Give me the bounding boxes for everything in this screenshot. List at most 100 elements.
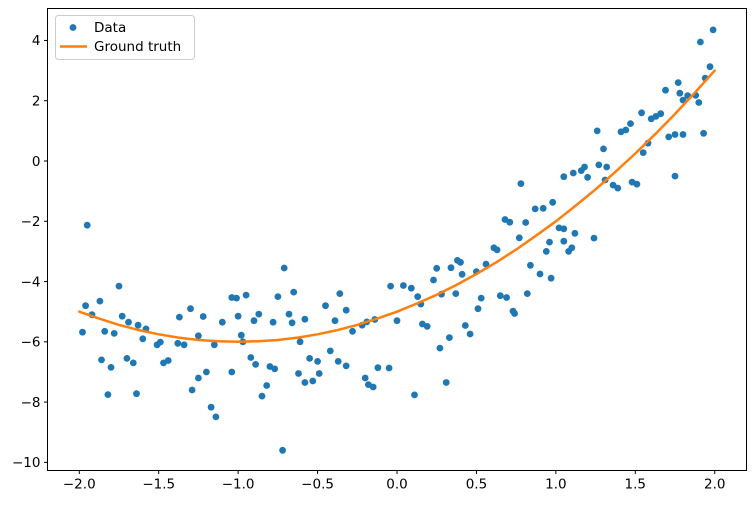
scatter-point (466, 330, 474, 338)
scatter-point (515, 234, 523, 242)
scatter-point (506, 218, 514, 226)
scatter-point (271, 365, 279, 373)
scatter-point (542, 248, 550, 255)
scatter-point (436, 344, 444, 352)
y-tick-label: −4 (21, 274, 41, 290)
scatter-point (139, 335, 147, 343)
scatter-point (288, 319, 296, 327)
legend-box (55, 15, 195, 60)
scatter-point (700, 129, 707, 137)
scatter-point (385, 364, 393, 372)
scatter-point (374, 364, 382, 372)
scatter-point (296, 338, 304, 346)
scatter-point (83, 221, 91, 229)
scatter-point (442, 379, 450, 386)
scatter-point (665, 133, 673, 141)
scatter-point (423, 323, 431, 330)
scatter-point (342, 306, 350, 314)
y-tick-label: −8 (21, 395, 41, 411)
scatter-point (639, 149, 647, 157)
scatter-point (549, 198, 557, 206)
scatter-point (411, 391, 418, 399)
scatter-point (263, 382, 271, 389)
legend-data-marker-icon (69, 24, 77, 31)
x-tick-label: −1.0 (222, 477, 255, 493)
scatter-point (674, 79, 682, 86)
scatter-point (115, 282, 123, 290)
scatter-point (697, 38, 704, 46)
scatter-point (671, 131, 679, 138)
x-tick-label: 0.0 (386, 477, 407, 493)
scatter-point (622, 126, 630, 134)
scatter-point (433, 264, 441, 272)
scatter-point (593, 127, 601, 135)
scatter-point (334, 358, 342, 365)
scatter-point (657, 110, 665, 118)
x-tick-label: −0.5 (301, 477, 334, 493)
scatter-point (560, 173, 568, 181)
scatter-point (560, 237, 568, 245)
scatter-point (255, 310, 263, 318)
scatter-point (590, 234, 598, 242)
scatter-point (447, 264, 455, 272)
scatter-point (258, 392, 266, 400)
scatter-point (125, 318, 132, 326)
scatter-point (523, 290, 531, 297)
scatter-point (233, 294, 240, 302)
scatter-point (228, 368, 236, 376)
scatter-point (164, 357, 172, 364)
scatter-point (560, 225, 568, 233)
scatter-point (98, 356, 105, 364)
x-tick-label: 1.5 (625, 477, 646, 493)
scatter-point (568, 244, 576, 252)
scatter-point (546, 238, 553, 246)
scatter-point (315, 370, 323, 377)
scatter-point (314, 358, 321, 365)
scatter-point (252, 361, 259, 368)
scatter-point (600, 145, 607, 153)
axes-frame (47, 8, 747, 471)
scatter-point (614, 184, 622, 192)
y-tick-label: −10 (12, 455, 41, 471)
scatter-point (309, 377, 317, 385)
scatter-point (188, 386, 196, 394)
scatter-point (187, 305, 194, 313)
scatter-point (79, 328, 86, 336)
scatter-point (301, 315, 309, 323)
scatter-point (176, 313, 183, 321)
scatter-point (180, 341, 188, 349)
scatter-point (195, 374, 202, 382)
scatter-point (133, 390, 140, 398)
scatter-point (522, 219, 530, 226)
scatter-point (539, 204, 547, 212)
scatter-point (129, 359, 137, 367)
legend-label-data: Data (94, 20, 126, 36)
x-tick-label: 2.0 (704, 477, 725, 493)
scatter-point (452, 290, 460, 297)
scatter-point (156, 338, 164, 346)
scatter-point (627, 120, 634, 127)
scatter-point (603, 163, 611, 171)
y-tick-label: 4 (32, 33, 41, 49)
scatter-point (676, 89, 684, 97)
ground-truth-line (78, 69, 716, 344)
y-tick-label: 0 (32, 154, 41, 170)
scatter-point (511, 310, 518, 317)
ground-truth-curve (78, 69, 716, 344)
scatter-point (110, 330, 118, 337)
scatter-point (387, 282, 394, 290)
scatter-point (407, 284, 415, 292)
scatter-point (218, 318, 226, 326)
scatter-point (237, 331, 245, 339)
scatter-point (369, 383, 377, 391)
scatter-point (531, 205, 539, 213)
scatter-point (280, 264, 288, 272)
scatter-point (400, 282, 407, 289)
scatter-point (104, 391, 112, 398)
scatter-point (547, 274, 555, 282)
scatter-point (322, 302, 329, 310)
scatter-point (482, 260, 490, 268)
scatter-point (493, 246, 501, 254)
scatter-point (446, 334, 453, 341)
